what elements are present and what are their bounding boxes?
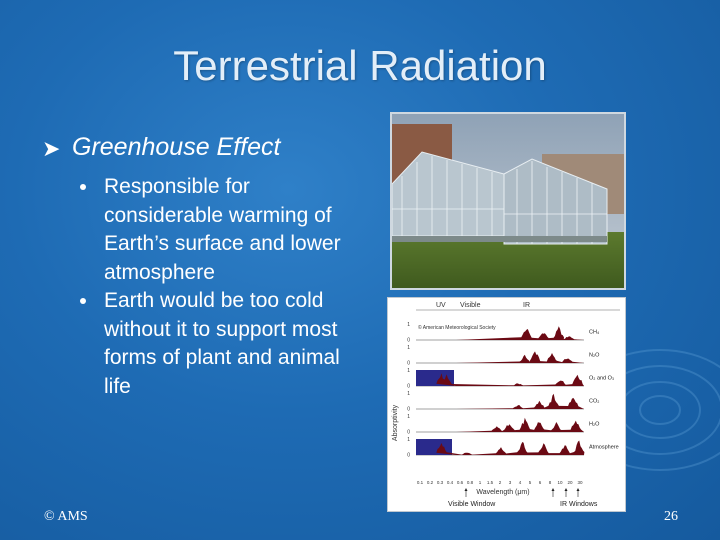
x-tick-label: 0.1 (417, 480, 424, 485)
x-tick-label: 1.5 (487, 480, 494, 485)
band-label-ir: IR (523, 302, 530, 309)
x-tick-label: 1 (479, 480, 482, 485)
x-tick-label: 6 (539, 480, 542, 485)
x-tick-label: 0.2 (427, 480, 434, 485)
x-tick-label: 5 (529, 480, 532, 485)
bullet-dot-icon (80, 184, 86, 190)
absorption-curve (456, 326, 584, 340)
absorption-curve (456, 393, 584, 409)
greenhouse-photo (390, 112, 626, 290)
x-tick-label: 2 (499, 480, 502, 485)
visible-window-label: Visible Window (448, 501, 496, 508)
gas-label: CH₄ (589, 330, 600, 336)
footer-copyright: © AMS (44, 509, 88, 524)
window-arrowhead-icon (551, 488, 555, 491)
window-arrowhead-icon (576, 488, 580, 491)
x-tick-label: 3 (509, 480, 512, 485)
absorption-curve (436, 373, 584, 386)
tick-label-one: 1 (407, 345, 410, 351)
x-tick-label: 0.8 (467, 480, 474, 485)
tick-label-one: 1 (407, 437, 410, 443)
level1-text: Greenhouse Effect (72, 133, 281, 161)
tick-label-zero: 0 (407, 338, 410, 344)
bullet-text: Responsible for considerable warming of … (104, 175, 341, 284)
gas-label: CO₂ (589, 399, 599, 405)
absorption-curve (436, 440, 585, 455)
x-tick-label: 30 (577, 480, 583, 485)
x-axis-label: Wavelength (μm) (476, 489, 529, 496)
band-label-uv: UV (436, 302, 446, 309)
bullet-dot-icon (80, 298, 86, 304)
x-tick-label: 20 (567, 480, 573, 485)
x-tick-labels: 0.1 0.2 0.3 0.4 0.6 0.8 1 1.5 2 3 4 5 6 8 10 20 30 (417, 480, 583, 497)
bullet-list: Responsible for considerable warming of … (78, 173, 368, 401)
bullet-text: Earth would be too cold without it to su… (104, 289, 340, 398)
figure-credit: © American Meteorological Society (418, 324, 496, 331)
slide-title: Terrestrial Radiation (173, 42, 547, 89)
x-tick-label: 10 (557, 480, 563, 485)
tick-label-zero: 0 (407, 361, 410, 367)
tick-label-zero: 0 (407, 407, 410, 413)
gas-label: Atmosphere (589, 445, 619, 451)
x-tick-label: 0.4 (447, 480, 454, 485)
x-tick-label: 0.3 (437, 480, 444, 485)
slide-number: 26 (664, 509, 678, 524)
tick-label-one: 1 (407, 391, 410, 397)
window-arrowhead-icon (564, 488, 568, 491)
gas-label: N₂O (589, 353, 600, 359)
x-tick-label: 8 (549, 480, 552, 485)
x-tick-label: 0.6 (457, 480, 464, 485)
tick-label-one: 1 (407, 368, 410, 374)
gas-label: H₂O (589, 422, 600, 428)
absorption-spectrum-figure: UV Visible IR © American Meteorological … (387, 297, 626, 512)
window-arrowhead-icon (464, 488, 468, 491)
tick-label-zero: 0 (407, 430, 410, 436)
tick-label-zero: 0 (407, 453, 410, 459)
gas-label: O₂ and O₃ (589, 376, 614, 382)
bullet-item: Responsible for considerable warming of … (78, 173, 368, 287)
arrow-bullet-icon: ➤ (42, 136, 61, 161)
absorption-curve (456, 351, 584, 363)
x-tick-label: 4 (519, 480, 522, 485)
absorption-curve (456, 417, 584, 432)
band-label-visible: Visible (460, 302, 481, 309)
tick-label-one: 1 (407, 414, 410, 420)
y-axis-label: Absorptivity (392, 404, 399, 441)
ir-windows-label: IR Windows (560, 501, 598, 508)
tick-label-zero: 0 (407, 384, 410, 390)
bullet-item: Earth would be too cold without it to su… (78, 287, 368, 401)
tick-label-one: 1 (407, 322, 410, 328)
